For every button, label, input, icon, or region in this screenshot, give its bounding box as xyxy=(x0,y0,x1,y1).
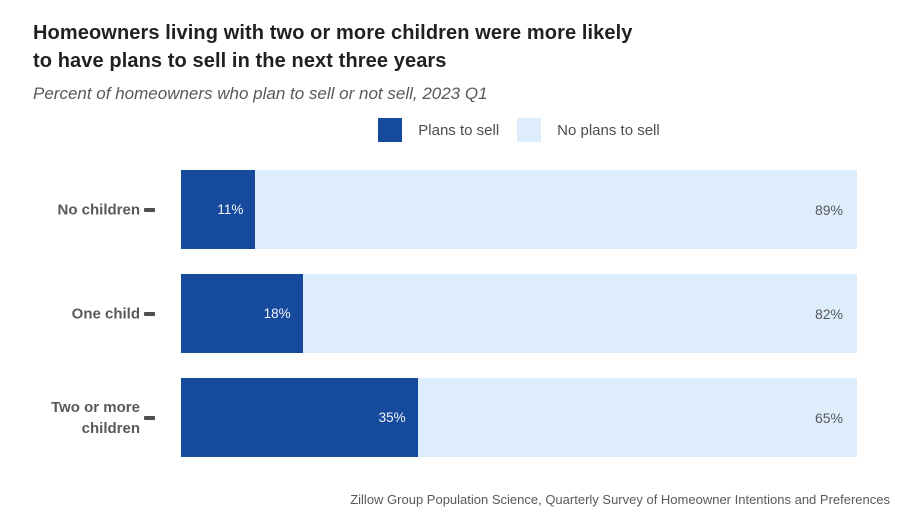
legend-item-no-plans-to-sell: No plans to sell xyxy=(517,118,660,142)
legend-swatch-no-plans-to-sell-icon xyxy=(517,118,542,142)
no-plans-value-label: 89% xyxy=(814,201,843,218)
no-plans-segment: 82% xyxy=(302,274,857,353)
legend-item-plans-to-sell: Plans to sell xyxy=(378,118,499,142)
category-label: No children xyxy=(57,201,140,218)
bar-row-two-or-more-children: Two or more children 35% 65% xyxy=(0,378,907,457)
plans-value-label: 11% xyxy=(217,202,244,217)
no-plans-segment: 65% xyxy=(417,378,857,457)
axis-tick xyxy=(144,207,155,212)
stacked-bar: 18% 82% xyxy=(181,274,857,353)
plans-segment: 35% xyxy=(181,378,418,457)
plans-segment: 11% xyxy=(181,170,256,249)
axis-tick xyxy=(144,311,155,316)
axis-tick xyxy=(144,415,155,420)
chart-title: Homeowners living with two or more child… xyxy=(33,19,632,75)
legend-label-plans-to-sell: Plans to sell xyxy=(418,121,500,139)
chart-subtitle: Percent of homeowners who plan to sell o… xyxy=(33,84,488,103)
chart-title-line1: Homeowners living with two or more child… xyxy=(33,22,633,44)
plans-value-label: 18% xyxy=(263,306,291,321)
legend-label-no-plans-to-sell: No plans to sell xyxy=(557,121,660,139)
stacked-bar: 35% 65% xyxy=(181,378,857,457)
no-plans-segment: 89% xyxy=(255,170,857,249)
bar-row-one-child: One child 18% 82% xyxy=(0,274,907,353)
category-label: One child xyxy=(71,305,140,322)
no-plans-value-label: 82% xyxy=(814,305,843,322)
bar-row-no-children: No children 11% 89% xyxy=(0,170,907,249)
plans-value-label: 35% xyxy=(378,410,406,425)
legend-swatch-plans-to-sell-icon xyxy=(378,118,403,142)
legend: Plans to sell No plans to sell xyxy=(181,117,857,143)
no-plans-value-label: 65% xyxy=(814,409,843,426)
category-label: Two or more children xyxy=(51,398,140,437)
plot-area: No children 11% 89% One child 18% 82% Tw… xyxy=(0,170,907,482)
plans-segment: 18% xyxy=(181,274,303,353)
chart-title-line2: to have plans to sell in the next three … xyxy=(33,50,447,72)
stacked-bar: 11% 89% xyxy=(181,170,857,249)
source-attribution: Zillow Group Population Science, Quarter… xyxy=(350,492,890,507)
